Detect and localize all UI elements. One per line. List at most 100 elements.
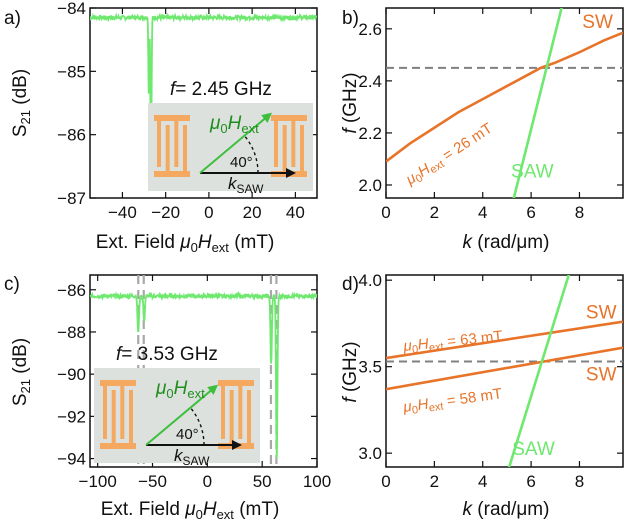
idt-finger [282, 125, 287, 177]
idt-bar [154, 115, 190, 121]
frequency-label: f= 2.45 GHz [170, 79, 272, 100]
series-label: SW [582, 12, 613, 33]
h-ext-arrow [145, 387, 215, 446]
y-tick-label: 2.2 [358, 124, 382, 143]
x-tick-label: 40 [286, 203, 305, 222]
y-tick-label: 4.0 [358, 271, 382, 290]
idt-bar [100, 443, 136, 449]
saw-dispersion-line [512, 8, 563, 198]
idt-finger [238, 380, 243, 439]
y-axis-label: S21 (dB) [10, 69, 33, 137]
idt-finger [120, 380, 125, 439]
y-tick-label: 2.4 [358, 72, 382, 91]
h-ext-arrow [199, 115, 269, 174]
panel-label: d) [342, 274, 359, 295]
panel-label: a) [4, 8, 21, 29]
x-tick-label: −50 [138, 472, 167, 491]
idt-bar [154, 171, 190, 177]
idt-bar [218, 380, 254, 386]
x-tick-label: −100 [79, 472, 117, 491]
spectrum-line [90, 291, 317, 460]
axes-a: −40 −20 0 20 40 −87 −86 −85 −84 a) [4, 0, 318, 222]
idt-finger [183, 125, 187, 177]
idt-bar [100, 380, 136, 386]
inset-device: 40° μ0Hext kSAW f= 3.53 GHz [94, 344, 260, 468]
spectrum-line [90, 12, 317, 186]
sw-dispersion-line [386, 320, 623, 360]
x-tick-label: −40 [108, 203, 137, 222]
h-ext-label: μ0Hext [155, 378, 205, 401]
idt-finger [174, 115, 179, 167]
field-label: μ0Hext = 26 mT [402, 120, 497, 191]
idt-finger [229, 390, 234, 449]
idt-finger [300, 125, 304, 177]
x-tick-label: 0 [203, 472, 212, 491]
plot-frame [89, 274, 318, 468]
x-tick-label: 6 [526, 472, 535, 491]
x-axis-label: k (rad/μm) [463, 232, 550, 253]
y-tick-label: 2.6 [358, 20, 382, 39]
axes-c: −100 −50 0 50 100 −94 −92 −90 −88 −86 c) [4, 274, 331, 491]
x-tick-label: 100 [303, 472, 331, 491]
idt-finger [103, 380, 107, 439]
h-ext-arrowhead [261, 112, 273, 123]
y-tick-label: 2.0 [358, 176, 382, 195]
sw-dispersion-line [386, 346, 623, 391]
angle-arc [189, 407, 205, 446]
series-label: SAW [512, 439, 555, 460]
h-ext-arrowhead [207, 384, 219, 395]
x-tick-label: −20 [151, 203, 180, 222]
x-axis-label: Ext. Field μ0Hext (mT) [101, 499, 280, 522]
idt-finger [291, 115, 296, 167]
y-tick-label: −85 [57, 62, 86, 81]
series-group [90, 291, 317, 460]
axes-d: 0 2 4 6 8 3.0 3.5 4.0d) [342, 271, 624, 491]
series-group [386, 275, 623, 467]
y-tick-label: −86 [57, 281, 86, 300]
y-tick-label: −94 [57, 450, 86, 469]
panel-label: b) [342, 8, 359, 29]
x-axis-label: k (rad/μm) [463, 499, 550, 520]
x-tick-label: 20 [243, 203, 262, 222]
y-tick-label: −84 [57, 0, 86, 18]
k-saw-label: kSAW [228, 174, 264, 196]
series-group [386, 8, 623, 198]
series-label: SW [586, 365, 617, 386]
series-label: SW [586, 302, 617, 323]
axes-b: 0 2 4 6 8 2.0 2.2 2.4 2.6b) [342, 7, 624, 222]
x-tick-label: 8 [575, 203, 584, 222]
y-axis-label: f (GHz) [340, 72, 361, 133]
angle-label: 40° [176, 426, 199, 443]
saw-dispersion-line [507, 275, 571, 467]
series-label: SAW [511, 162, 554, 183]
y-tick-label: −92 [57, 407, 86, 426]
x-tick-label: 6 [526, 203, 535, 222]
sw-dispersion-line [386, 31, 623, 163]
plot-frame [385, 274, 624, 468]
frequency-label: f= 3.53 GHz [116, 344, 218, 365]
x-tick-label: 2 [430, 203, 439, 222]
idt-bar [271, 115, 307, 121]
x-tick-label: 2 [430, 472, 439, 491]
series-group [90, 12, 317, 186]
field-label: μ0Hext = 58 mT [401, 385, 503, 418]
y-tick-label: 3.0 [358, 444, 382, 463]
idt-finger [221, 380, 225, 439]
y-axis-label: S21 (dB) [10, 338, 33, 406]
idt-finger [274, 115, 278, 167]
k-saw-arrowhead [232, 440, 242, 450]
idt-finger [111, 390, 116, 449]
x-tick-label: 4 [478, 472, 487, 491]
field-label: μ0Hext = 63 mT [402, 328, 504, 357]
x-tick-label: 4 [478, 203, 487, 222]
y-axis-label: f (GHz) [340, 341, 361, 402]
y-tick-label: −90 [57, 365, 86, 384]
h-ext-label: μ0Hext [209, 113, 259, 136]
x-tick-label: 0 [204, 203, 213, 222]
panel-label: c) [4, 274, 20, 295]
x-tick-label: 50 [253, 472, 272, 491]
plot-frame [89, 7, 318, 199]
angle-label: 40° [230, 154, 253, 171]
y-tick-label: −88 [57, 323, 86, 342]
